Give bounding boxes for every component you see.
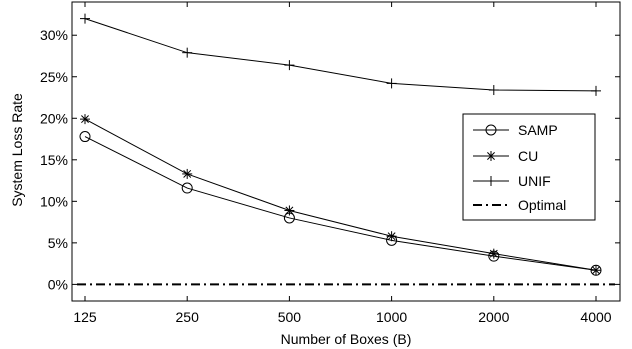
samp-point — [181, 182, 193, 194]
legend-samp-marker — [485, 124, 497, 136]
cu-point — [182, 168, 193, 179]
marker-stroke — [81, 115, 89, 124]
unif-point — [182, 47, 193, 58]
cu-line — [84, 118, 597, 271]
marker-stroke — [183, 169, 192, 178]
y-tick-label: 0% — [48, 276, 68, 292]
cu-point — [80, 114, 90, 125]
unif-point — [488, 85, 499, 96]
marker-stroke — [387, 232, 396, 241]
marker-stroke — [489, 249, 498, 258]
series-unif — [80, 13, 601, 96]
cu-point — [488, 248, 499, 259]
legend-cu-marker — [486, 151, 496, 161]
x-tick-label: 1000 — [376, 309, 407, 325]
y-tick-label: 30% — [40, 27, 68, 43]
y-tick-label: 5% — [48, 235, 68, 251]
unif-line — [84, 18, 597, 92]
marker-stroke — [285, 206, 294, 215]
cu-point — [284, 205, 295, 216]
y-axis-label: System Loss Rate — [9, 93, 25, 207]
legend-optimal-label: Optimal — [518, 197, 566, 213]
series-cu — [80, 114, 601, 276]
unif-point — [80, 13, 90, 24]
legend-cu-label: CU — [518, 148, 538, 164]
marker-stroke — [487, 152, 495, 160]
x-axis: 125 250 500 1000 2000 4000 — [73, 2, 612, 325]
unif-point — [591, 85, 601, 96]
legend: SAMP CU UNIF Optimal — [462, 113, 596, 221]
legend-unif-label: UNIF — [518, 173, 551, 189]
unif-point — [386, 78, 397, 89]
legend-samp-label: SAMP — [518, 122, 558, 138]
y-tick-label: 10% — [40, 193, 68, 209]
y-tick-label: 20% — [40, 110, 68, 126]
x-axis-label: Number of Boxes (B) — [281, 331, 412, 347]
series-layer — [77, 13, 615, 286]
marker-stroke — [592, 266, 600, 275]
cu-point — [386, 231, 397, 242]
unif-point — [284, 60, 295, 71]
x-tick-label: 250 — [176, 309, 200, 325]
legend-unif-marker — [486, 176, 496, 186]
samp-point — [79, 131, 91, 143]
y-tick-label: 25% — [40, 69, 68, 85]
legend-box — [462, 113, 596, 221]
cu-point — [591, 265, 601, 276]
x-tick-label: 500 — [278, 309, 302, 325]
samp-line — [84, 136, 597, 271]
x-tick-label: 125 — [73, 309, 97, 325]
y-tick-label: 15% — [40, 152, 68, 168]
y-axis: 0% 5% 10% 15% 20% 25% 30% — [40, 27, 620, 292]
x-tick-label: 2000 — [478, 309, 509, 325]
x-tick-label: 4000 — [580, 309, 611, 325]
